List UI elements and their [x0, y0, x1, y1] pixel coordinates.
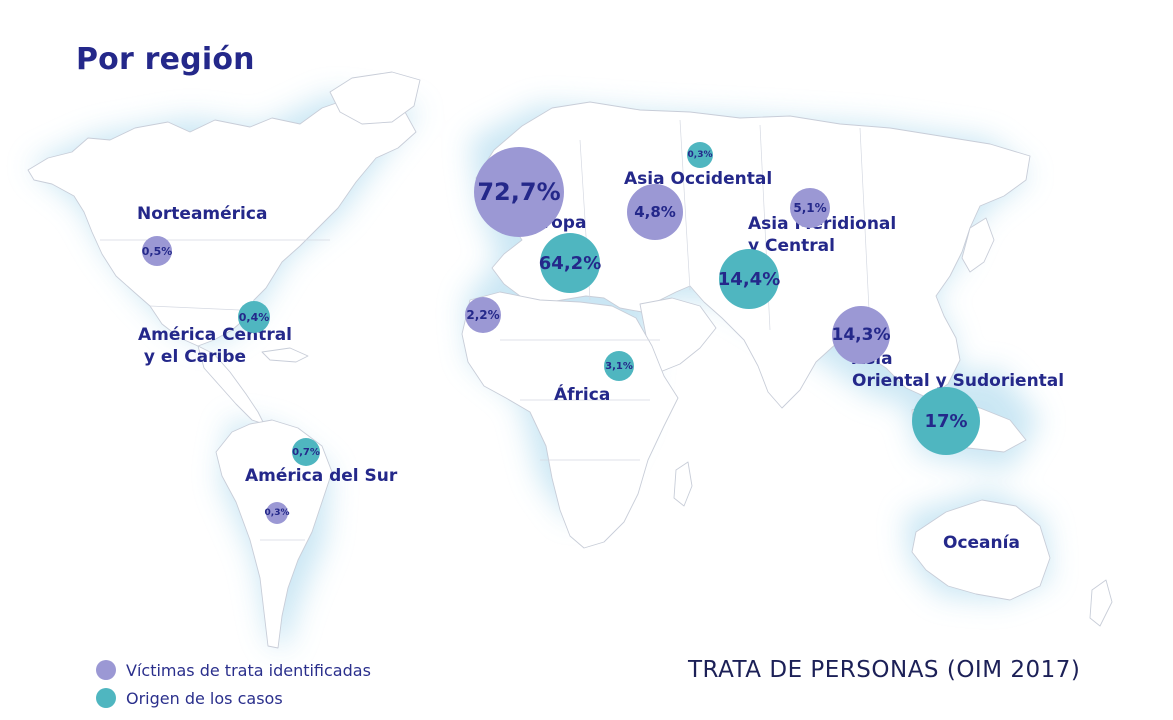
bubble-asia-occidental-origin: 0,3%	[687, 142, 713, 168]
legend-swatch-victims	[96, 660, 116, 680]
legend-item-origin: Origen de los casos	[96, 684, 371, 712]
legend-swatch-origin	[96, 688, 116, 708]
region-label-africa: África	[554, 384, 610, 406]
bubble-america-sur-victims: 0,3%	[265, 502, 289, 524]
region-label-line: América Central	[138, 325, 292, 345]
land-greenland	[329, 71, 421, 125]
footer-title: TRATA DE PERSONAS (OIM 2017)	[688, 657, 1081, 683]
region-label-line: Oriental y Sudoriental	[852, 371, 1065, 391]
region-label-oceania: Oceanía	[943, 532, 1020, 554]
bubble-america-sur-origin: 0,7%	[292, 438, 320, 466]
legend-label: Víctimas de trata identificadas	[126, 660, 371, 680]
bubble-europa-victims: 72,7%	[474, 147, 564, 237]
region-label-line: América del Sur	[245, 466, 398, 486]
legend-label: Origen de los casos	[126, 688, 283, 708]
bubble-africa-origin: 3,1%	[604, 351, 634, 381]
region-label-asia-oriental: AsiaOriental y Sudoriental	[852, 348, 1064, 392]
land-north-america	[27, 99, 417, 347]
bubble-europa-origin: 64,2%	[539, 233, 601, 293]
land-australia	[911, 499, 1051, 601]
legend-item-victims: Víctimas de trata identificadas	[96, 656, 371, 684]
region-label-line: y Central	[748, 236, 835, 256]
region-label-line: África	[554, 385, 611, 405]
region-label-line: Norteamérica	[137, 204, 268, 224]
bubble-asia-meridional-victims: 5,1%	[790, 188, 830, 228]
land-madagascar	[673, 461, 693, 507]
region-label-america-central: América Central y el Caribe	[138, 324, 292, 368]
region-label-america-sur: América del Sur	[245, 465, 397, 487]
land-south-america	[215, 419, 333, 649]
bubble-asia-occidental-victims: 4,8%	[627, 184, 683, 240]
bubble-asia-meridional-origin: 14,4%	[718, 249, 780, 309]
bubble-africa-victims: 2,2%	[465, 297, 501, 333]
land-new-zealand	[1089, 579, 1113, 627]
land-caribbean	[261, 347, 309, 363]
region-label-line: Oceanía	[943, 533, 1020, 553]
page-title: Por región	[76, 42, 255, 77]
region-label-line: y el Caribe	[138, 347, 247, 367]
bubble-norteamerica-victims: 0,5%	[142, 236, 172, 266]
land-japan	[961, 217, 995, 273]
region-label-norteamerica: Norteamérica	[137, 203, 267, 225]
bubble-asia-oriental-victims: 14,3%	[832, 306, 891, 364]
bubble-asia-oriental-origin: 17%	[912, 387, 980, 455]
legend: Víctimas de trata identificadas Origen d…	[96, 656, 371, 712]
bubble-america-central-origin: 0,4%	[238, 301, 270, 333]
